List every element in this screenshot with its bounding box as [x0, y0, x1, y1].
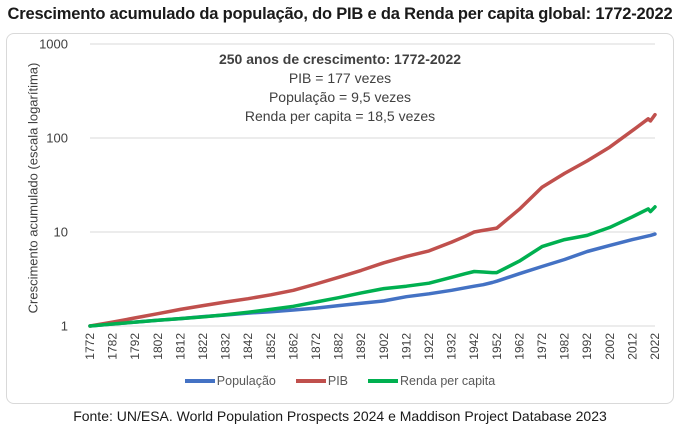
x-tick-label: 2002	[603, 333, 617, 360]
chart-frame	[6, 33, 674, 404]
x-tick-label: 1962	[512, 333, 526, 360]
x-tick-label: 1892	[354, 333, 368, 360]
x-tick-label: 1772	[83, 333, 97, 360]
legend-item-pib: PIB	[295, 374, 349, 388]
x-tick-label: 1952	[490, 333, 504, 360]
x-tick-label: 1932	[445, 333, 459, 360]
gridlines	[90, 43, 655, 327]
x-tick-label: 1902	[377, 333, 391, 360]
series-line-renda-per-capita	[88, 205, 657, 328]
x-axis-ticks: 1772 1782 1792 1802 1812 1822 1832 1842 1852 1862…	[83, 333, 662, 360]
x-tick-label: 2022	[648, 333, 662, 360]
x-tick-label: 1802	[151, 333, 165, 360]
legend-item-populacao: População	[184, 374, 276, 388]
x-tick-label: 1792	[128, 333, 142, 360]
x-tick-label: 2012	[625, 333, 639, 360]
y-axis-ticks: 1 10 100 1000	[39, 37, 68, 334]
x-tick-label: 1972	[535, 333, 549, 360]
chart-legend: População PIB Renda per capita	[0, 374, 680, 388]
y-tick-label: 1	[61, 319, 68, 334]
legend-swatch-pib	[295, 379, 326, 383]
x-tick-label: 1872	[309, 333, 323, 360]
x-tick-label: 1812	[173, 333, 187, 360]
source-note: Fonte: UN/ESA. World Population Prospect…	[73, 408, 607, 424]
x-tick-label: 1862	[286, 333, 300, 360]
legend-label-renda: Renda per capita	[400, 374, 496, 388]
annotation-line-renda: Renda per capita = 18,5 vezes	[244, 108, 436, 124]
legend-label-populacao: População	[216, 374, 276, 388]
x-tick-label: 1982	[558, 333, 572, 360]
annotation-box: 250 anos de crescimento: 1772-2022 PIB =…	[200, 50, 480, 126]
legend-label-pib: PIB	[327, 374, 349, 388]
x-tick-label: 1922	[422, 333, 436, 360]
x-tick-label: 1912	[399, 333, 413, 360]
x-tick-label: 1782	[106, 333, 120, 360]
chart-title: Crescimento acumulado da população, do P…	[7, 5, 673, 23]
x-tick-label: 1992	[580, 333, 594, 360]
y-tick-label: 100	[46, 131, 68, 146]
x-tick-label: 1882	[332, 333, 346, 360]
x-tick-label: 1842	[241, 333, 255, 360]
y-tick-label: 10	[54, 225, 68, 240]
x-tick-label: 1942	[467, 333, 481, 360]
legend-swatch-renda	[368, 379, 399, 383]
series-line-pib	[88, 112, 657, 328]
x-tick-label: 1852	[264, 333, 278, 360]
y-tick-label: 1000	[39, 37, 68, 52]
legend-item-renda: Renda per capita	[368, 374, 495, 388]
legend-swatch-populacao	[184, 379, 215, 383]
annotation-heading: 250 anos de crescimento: 1772-2022	[218, 51, 462, 67]
series-lines	[88, 112, 657, 328]
annotation-line-pib: PIB = 177 vezes	[288, 70, 392, 86]
y-axis-label: Crescimento acumulado (escala logarítima…	[25, 62, 41, 314]
x-tick-label: 1832	[219, 333, 233, 360]
annotation-line-populacao: População = 9,5 vezes	[268, 89, 412, 105]
x-tick-label: 1822	[196, 333, 210, 360]
